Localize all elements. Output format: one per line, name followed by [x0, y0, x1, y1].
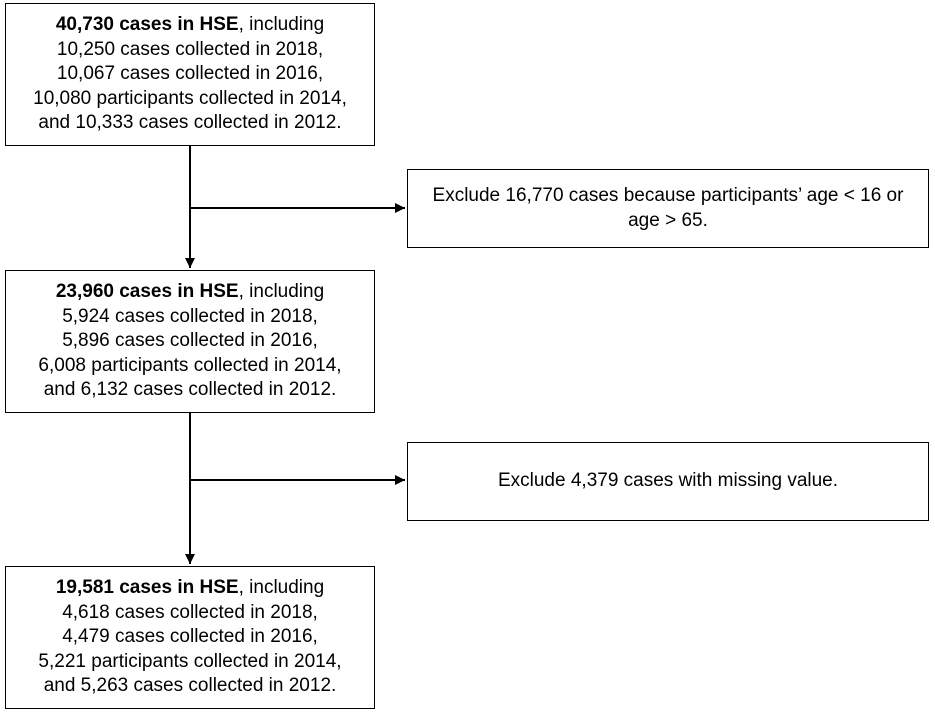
cohort-detail-line: 10,080 participants collected in 2014,	[33, 87, 347, 109]
cohort-detail-line: 5,896 cases collected in 2016,	[62, 330, 318, 352]
cohort-detail-line: 4,618 cases collected in 2018,	[62, 601, 318, 623]
cohort-detail-line: and 6,132 cases collected in 2012.	[43, 379, 337, 401]
cohort-detail-line: 10,250 cases collected in 2018,	[56, 38, 324, 60]
cohort-detail-line: 10,067 cases collected in 2016,	[56, 63, 324, 85]
exclusion-box-missing: Exclude 4,379 cases with missing value.	[407, 442, 929, 521]
cohort-box-age-filtered-heading: 23,960 cases in HSE, including	[55, 281, 325, 303]
cohort-box-age-filtered: 23,960 cases in HSE, including 5,924 cas…	[5, 270, 375, 413]
cohort-detail-line: 4,479 cases collected in 2016,	[62, 626, 318, 648]
cohort-box-initial-heading: 40,730 cases in HSE, including	[55, 14, 325, 36]
cohort-detail-line: and 10,333 cases collected in 2012.	[38, 112, 342, 134]
cohort-count: 19,581 cases in HSE	[55, 577, 239, 599]
cohort-box-initial: 40,730 cases in HSE, including 10,250 ca…	[5, 3, 375, 146]
cohort-count: 40,730 cases in HSE	[55, 14, 239, 36]
cohort-box-final: 19,581 cases in HSE, including 4,618 cas…	[5, 566, 375, 709]
cohort-detail-line: 6,008 participants collected in 2014,	[38, 354, 342, 376]
exclusion-text-line: age > 65.	[628, 209, 708, 231]
exclusion-box-age: Exclude 16,770 cases because participant…	[407, 169, 929, 248]
cohort-detail-line: 5,924 cases collected in 2018,	[62, 305, 318, 327]
cohort-detail-line: and 5,263 cases collected in 2012.	[43, 675, 337, 697]
exclusion-text-line: Exclude 16,770 cases because participant…	[432, 185, 904, 206]
cohort-detail-line: 5,221 participants collected in 2014,	[38, 650, 342, 672]
exclusion-text-line: Exclude 4,379 cases with missing value.	[497, 470, 839, 492]
cohort-box-final-heading: 19,581 cases in HSE, including	[55, 577, 325, 599]
cohort-count: 23,960 cases in HSE	[55, 281, 239, 303]
